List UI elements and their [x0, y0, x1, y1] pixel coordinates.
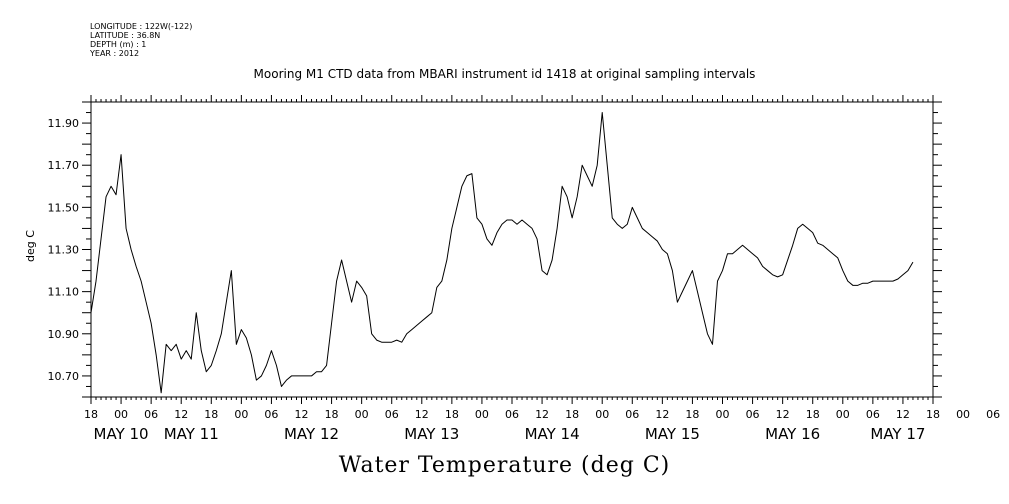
x-hour-label: 06: [625, 408, 639, 421]
plot-frame: [90, 101, 934, 398]
x-day-label: MAY 16: [765, 425, 820, 443]
x-hour-label: 18: [806, 408, 820, 421]
chart-title: Mooring M1 CTD data from MBARI instrumen…: [253, 67, 756, 81]
x-axis-title: Water Temperature (deg C): [338, 453, 671, 478]
x-hour-label: 12: [415, 408, 429, 421]
x-day-label: MAY 15: [645, 425, 700, 443]
x-hour-label: 00: [234, 408, 248, 421]
temperature-series-line: [90, 112, 914, 394]
x-hour-label: 06: [264, 408, 278, 421]
x-hour-label: 18: [325, 408, 339, 421]
x-hour-label: 00: [595, 408, 609, 421]
y-tick-label: 11.10: [48, 286, 80, 299]
x-hour-label: 18: [204, 408, 218, 421]
x-hour-label: 06: [866, 408, 880, 421]
x-day-label: MAY 14: [525, 425, 580, 443]
x-hour-label: 18: [84, 408, 98, 421]
x-hour-label: 12: [174, 408, 188, 421]
x-hour-label: 00: [956, 408, 970, 421]
x-hour-label: 06: [986, 408, 1000, 421]
x-hour-label: 00: [355, 408, 369, 421]
x-day-label: MAY 13: [404, 425, 459, 443]
x-day-label: MAY 10: [94, 425, 149, 443]
year-text: YEAR : 2012: [90, 49, 140, 58]
y-tick-label: 10.70: [48, 370, 80, 383]
x-day-label: MAY 12: [284, 425, 339, 443]
y-tick-label: 11.70: [48, 159, 80, 172]
x-hour-label: 12: [896, 408, 910, 421]
x-hour-label: 12: [776, 408, 790, 421]
x-hour-label: 06: [144, 408, 158, 421]
metadata-block: LONGITUDE : 122W(-122) LATITUDE : 36.8N …: [90, 22, 192, 58]
x-hour-label: 12: [655, 408, 669, 421]
x-hour-label: 00: [114, 408, 128, 421]
x-hour-label: 18: [565, 408, 579, 421]
x-day-label: MAY 17: [870, 425, 925, 443]
latitude-text: LATITUDE : 36.8N: [90, 31, 161, 40]
x-hour-label: 00: [716, 408, 730, 421]
x-hour-label: 12: [295, 408, 309, 421]
longitude-text: LONGITUDE : 122W(-122): [90, 22, 193, 31]
x-hour-label: 12: [535, 408, 549, 421]
x-hour-label: 06: [385, 408, 399, 421]
x-hour-label: 06: [505, 408, 519, 421]
y-tick-label: 11.90: [48, 117, 80, 130]
y-tick-label: 11.50: [48, 201, 80, 214]
x-hour-label: 18: [926, 408, 940, 421]
x-hour-label: 00: [475, 408, 489, 421]
x-hour-label: 18: [685, 408, 699, 421]
y-tick-label: 11.30: [48, 244, 80, 257]
y-tick-label: 10.90: [48, 328, 80, 341]
x-hour-label: 00: [836, 408, 850, 421]
x-hour-label: 06: [746, 408, 760, 421]
x-hour-label: 18: [445, 408, 459, 421]
x-day-label: MAY 11: [164, 425, 219, 443]
depth-text: DEPTH (m) : 1: [90, 40, 147, 49]
